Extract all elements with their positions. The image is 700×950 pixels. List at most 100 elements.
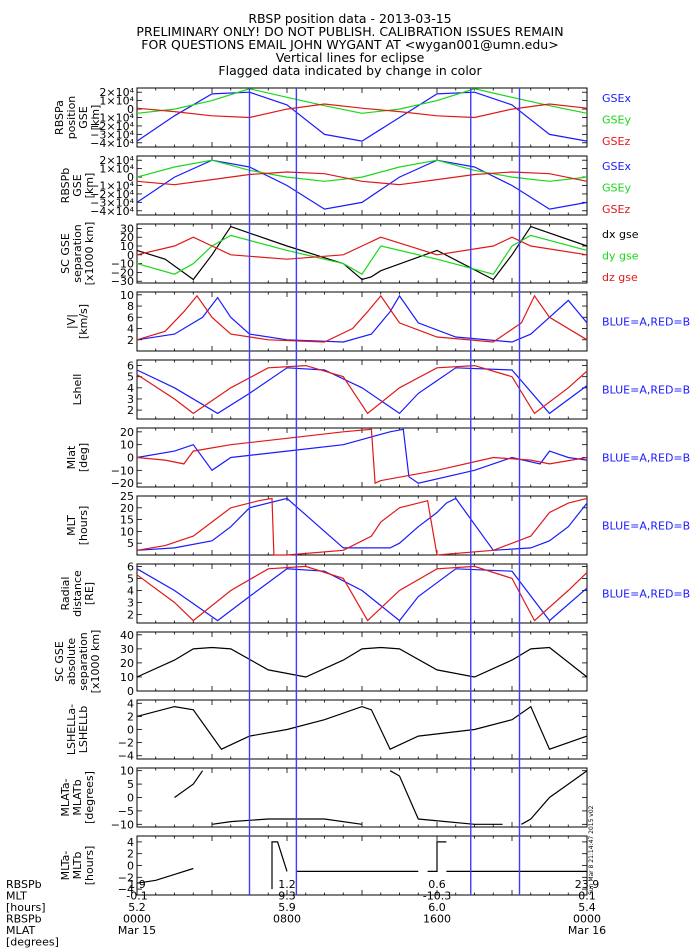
y-tick-label: −2×10⁴ — [90, 120, 134, 133]
footer-row-label: RBSPb — [6, 913, 42, 926]
y-tick-label: −10 — [111, 258, 134, 271]
series-line-red — [136, 428, 588, 485]
legend-entry: GSEz — [602, 203, 630, 216]
y-tick-label: 0 — [127, 792, 134, 805]
legend-entry: GSEx — [602, 92, 631, 105]
legend-entry: GSEx — [602, 160, 631, 173]
y-tick-label: 0 — [127, 724, 134, 737]
legend-entry: GSEz — [602, 135, 630, 148]
footer-tick-value: 1.2 — [278, 878, 296, 891]
y-tick-label: 6 — [127, 360, 134, 373]
y-tick-label: 20 — [120, 426, 134, 439]
footer-tick-value: Mar 16 — [568, 924, 606, 937]
y-tick-label: 15 — [120, 514, 134, 527]
y-axis-label: separation — [71, 224, 84, 283]
y-axis-label: MLATb — [71, 779, 84, 815]
series-line-black — [136, 646, 588, 678]
series-line-black — [136, 867, 194, 884]
y-axis-label: MLT — [65, 515, 78, 536]
footer-row-label: MLAT — [6, 924, 36, 937]
series-line-red — [136, 565, 588, 622]
y-tick-label: 2×10⁴ — [99, 154, 134, 167]
y-axis-label: SC GSE — [59, 233, 72, 274]
footer-tick-value: -0.1 — [126, 890, 147, 903]
y-tick-label: 10 — [120, 765, 134, 778]
y-axis-label: [x1000 km] — [89, 630, 102, 694]
legend-entry: GSEy — [602, 182, 631, 195]
y-axis-label: [deg] — [77, 443, 90, 472]
series-line-red — [136, 103, 588, 119]
y-tick-label: 4 — [127, 697, 134, 710]
y-tick-label: 20 — [120, 657, 134, 670]
note-line-2: Flagged data indicated by change in colo… — [218, 63, 482, 78]
y-tick-label: 25 — [120, 490, 134, 503]
y-tick-label: 10 — [120, 525, 134, 538]
y-tick-label: 2 — [127, 609, 134, 622]
series-line-black — [174, 770, 204, 798]
y-tick-label: −20 — [111, 266, 134, 279]
series-line-black — [136, 705, 588, 750]
y-tick-label: 5 — [127, 537, 134, 550]
legend-entry: BLUE=A,RED=B — [602, 316, 690, 329]
chart-title: RBSP position data - 2013-03-15 — [248, 11, 452, 26]
series-line-green — [136, 159, 588, 182]
footer-tick-value: Mar 15 — [118, 924, 156, 937]
y-tick-label: −4×10⁴ — [90, 205, 134, 218]
y-tick-label: 2×10⁴ — [99, 86, 134, 99]
y-axis-label: [RE] — [83, 582, 96, 605]
y-tick-label: 20 — [120, 231, 134, 244]
y-tick-label: 0 — [127, 249, 134, 262]
y-axis-label: [km/s] — [77, 304, 90, 339]
series-line-black — [427, 841, 447, 873]
y-tick-label: 6 — [127, 560, 134, 573]
version-stamp: Sun Mar 8 21:14:47 2015 v02 — [588, 805, 595, 895]
y-tick-label: 2 — [127, 848, 134, 861]
y-tick-label: 0 — [127, 171, 134, 184]
y-tick-label: 1×10⁴ — [99, 163, 134, 176]
series-line-red — [136, 171, 588, 186]
y-axis-label: SC GSE — [53, 641, 66, 682]
y-tick-label: 0 — [127, 685, 134, 698]
y-tick-label: 2 — [127, 334, 134, 347]
y-tick-label: 0 — [127, 452, 134, 465]
y-axis-label: Mlat — [65, 445, 78, 469]
y-tick-label: −10 — [111, 464, 134, 477]
series-line-red — [136, 364, 588, 415]
y-tick-label: −1×10⁴ — [90, 180, 134, 193]
footer-tick-value: -10.3 — [423, 890, 451, 903]
footer-row-label: [degrees] — [6, 936, 59, 949]
y-axis-label: RBSPb — [59, 168, 72, 204]
y-tick-label: −1×10⁴ — [90, 112, 134, 125]
y-axis-label: MLTa- — [59, 851, 72, 881]
y-tick-label: 10 — [120, 240, 134, 253]
y-tick-label: 2 — [127, 404, 134, 417]
series-line-green — [136, 234, 588, 275]
series-line-blue — [136, 91, 588, 142]
footer-tick-value: 5.2 — [128, 901, 146, 914]
y-tick-label: −4×10⁴ — [90, 137, 134, 150]
y-axis-label: absolute — [65, 638, 78, 686]
y-tick-label: −5 — [118, 805, 134, 818]
y-tick-label: 6 — [127, 311, 134, 324]
warning-line-2: FOR QUESTIONS EMAIL JOHN WYGANT AT <wyga… — [141, 37, 559, 52]
y-axis-label: GSE — [71, 174, 84, 197]
y-axis-label: separation — [77, 632, 90, 691]
y-tick-label: −3×10⁴ — [90, 196, 134, 209]
y-tick-label: 0 — [127, 860, 134, 873]
y-tick-label: 30 — [120, 643, 134, 656]
series-line-blue — [136, 568, 588, 622]
series-line-red — [136, 497, 588, 556]
series-line-black — [136, 225, 588, 281]
series-line-red — [136, 236, 588, 260]
y-axis-label: position — [65, 96, 78, 140]
y-tick-label: 5 — [127, 371, 134, 384]
y-axis-label: MLTb — [71, 852, 84, 880]
legend-entry: BLUE=A,RED=B — [602, 384, 690, 397]
y-axis-label: RBSPa — [53, 100, 66, 135]
footer-tick-value: 0.1 — [578, 890, 596, 903]
legend-entry: BLUE=A,RED=B — [602, 588, 690, 601]
y-tick-label: −10 — [111, 818, 134, 831]
series-line-black — [521, 770, 588, 825]
footer-row-label: RBSPb — [6, 878, 42, 891]
